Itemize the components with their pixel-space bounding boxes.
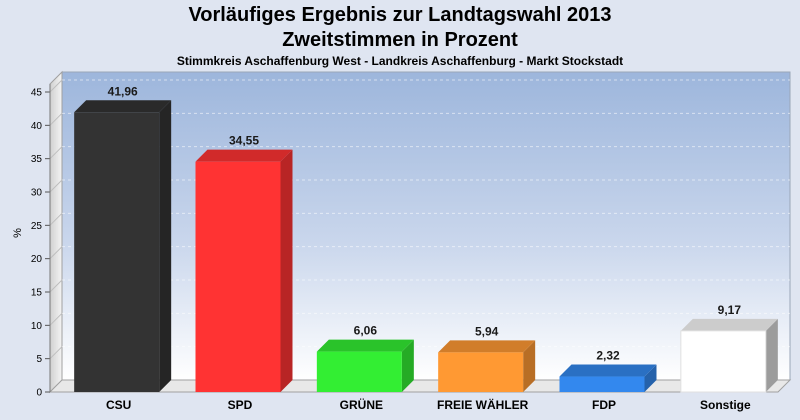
y-tick-label: 45: [31, 88, 43, 99]
gridline-side: [49, 312, 63, 326]
x-tick-label: FREIE WÄHLER: [437, 397, 529, 412]
x-tick-label: SPD: [228, 398, 253, 412]
bar-top: [680, 318, 778, 331]
bar: [74, 112, 160, 393]
chart-subtitle: Zweitstimmen in Prozent: [282, 29, 518, 51]
gridline-side: [49, 279, 63, 293]
bar-top: [74, 100, 172, 113]
data-label: 9,17: [718, 303, 742, 317]
bar-side: [644, 364, 657, 392]
chart-title: Vorläufiges Ergebnis zur Landtagswahl 20…: [188, 4, 612, 26]
data-label: 6,06: [354, 324, 378, 338]
y-tick-label: 30: [31, 188, 43, 199]
y-tick-label: 0: [36, 388, 42, 399]
bar-top: [438, 340, 536, 353]
x-tick-label: GRÜNE: [340, 397, 383, 412]
bar: [438, 352, 524, 392]
bar-side: [401, 339, 414, 392]
bar: [316, 351, 402, 392]
bar-top: [559, 364, 657, 377]
bar-top: [195, 149, 293, 162]
gridline-side: [49, 246, 63, 260]
bar-side: [765, 318, 778, 392]
gridline-side: [49, 146, 63, 160]
x-tick-label: CSU: [106, 398, 131, 412]
gridline-side: [49, 79, 63, 93]
bar-top: [316, 339, 414, 352]
data-label: 5,94: [475, 324, 499, 338]
bar-side: [280, 149, 293, 392]
gridline-side: [49, 112, 63, 126]
bar: [680, 330, 767, 393]
y-tick-label: 35: [31, 154, 43, 165]
bar: [195, 161, 281, 392]
x-tick-label: FDP: [592, 398, 616, 412]
y-tick-label: 10: [31, 321, 43, 332]
gridline-side: [49, 212, 63, 226]
data-label: 41,96: [108, 84, 138, 98]
y-axis-label: %: [12, 228, 24, 238]
bar-side: [159, 100, 172, 393]
gridline-side: [49, 346, 63, 360]
y-tick-label: 5: [36, 354, 42, 365]
x-tick-label: Sonstige: [700, 398, 751, 412]
y-tick-label: 40: [31, 121, 43, 132]
y-tick-label: 15: [31, 288, 43, 299]
y-tick-label: 20: [31, 254, 43, 265]
chart-region-subtitle: Stimmkreis Aschaffenburg West - Landkrei…: [176, 54, 624, 68]
y-tick-label: 25: [31, 221, 43, 232]
data-label: 34,55: [229, 134, 259, 148]
gridline-side: [49, 179, 63, 193]
data-label: 2,32: [596, 349, 620, 363]
bar: [559, 376, 645, 392]
bar-side: [523, 340, 536, 392]
